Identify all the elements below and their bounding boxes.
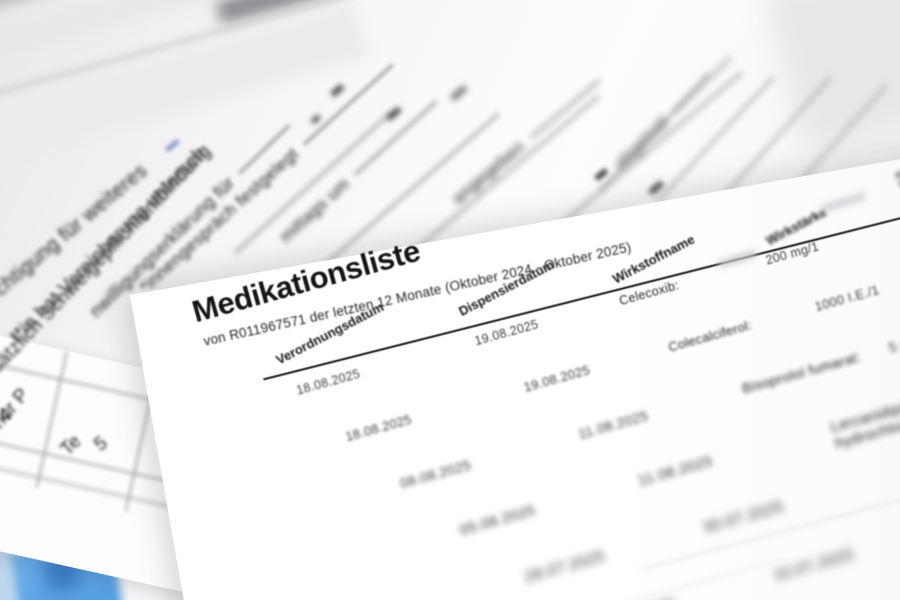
- blue-pen-mark: [164, 138, 180, 153]
- grid-line-vertical: [35, 350, 68, 488]
- cell-wirkstaerke: 1000 I.E./1: [813, 281, 881, 315]
- cell-dispensierdatum: 19.08.2025: [522, 362, 592, 395]
- cell-wirkstoffname: Bisoprolol fumarat:: [740, 348, 863, 397]
- handwriting-mark: [450, 84, 468, 102]
- form-rule-line: [529, 79, 601, 139]
- show-through-smudge: [819, 191, 868, 214]
- show-through-smudge: [717, 249, 758, 269]
- cell-wirkstaerke: 5 mg: [886, 332, 900, 356]
- cell-dispensierdatum: 10.07.2025: [771, 546, 857, 585]
- cell-wirkstoffname: Lercanidipin hydrochlorid:: [828, 397, 900, 453]
- under-sheet-row-number: 5: [90, 432, 112, 456]
- cell-dispensierdatum: 11.08.2025: [636, 452, 715, 490]
- cell-dispensierdatum: 11.08.2025: [576, 407, 651, 442]
- cell-wirkstoffname: Colecalciferol:: [666, 317, 754, 355]
- column-header-anzahl: Anzahl bezahlt: [893, 159, 900, 189]
- cell-verordnungsdatum: 08.08.2025: [398, 456, 473, 492]
- cell-verordnungsdatum: 05.08.2025: [457, 501, 538, 540]
- form-rule-line: [302, 63, 394, 146]
- cell-verordnungsdatum: 28.07.2025: [522, 547, 608, 587]
- cell-verordnungsdatum: 18.08.2025: [294, 366, 362, 398]
- cell-verordnungsdatum: 18.08.2025: [343, 411, 414, 445]
